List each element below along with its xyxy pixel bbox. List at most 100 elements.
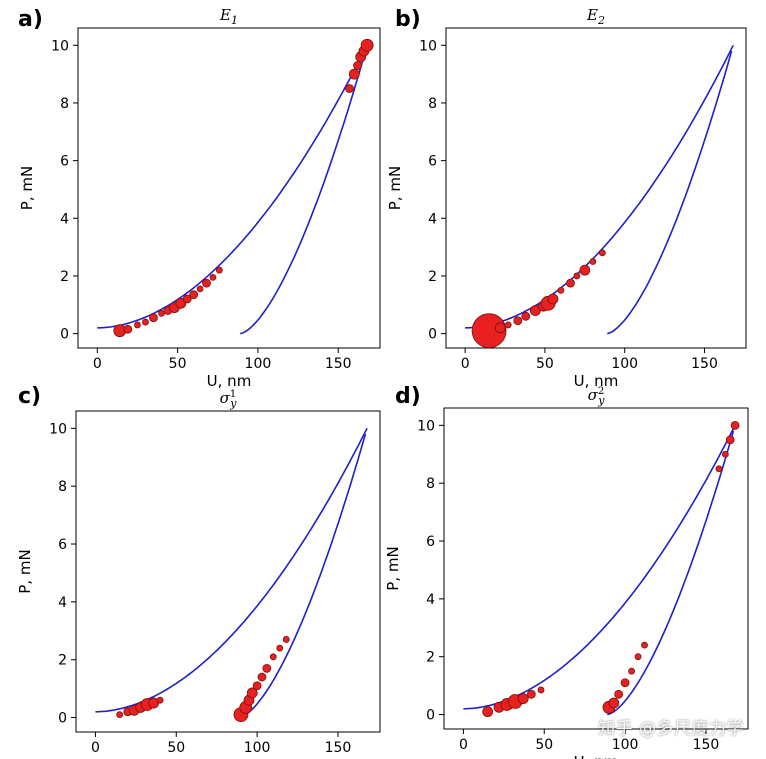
title-symbol: E (219, 6, 231, 24)
y-tick-label: 10 (49, 421, 67, 437)
title-subscript: y (597, 394, 605, 407)
sensitivity-marker (598, 249, 606, 257)
y-tick-label: 0 (426, 708, 435, 724)
title-superscript: 2 (598, 386, 604, 397)
sensitivity-marker (513, 316, 523, 326)
sensitivity-marker (116, 711, 124, 719)
y-tick-label: 8 (60, 96, 69, 112)
sensitivity-marker (715, 465, 723, 473)
x-tick-label: 0 (91, 740, 100, 756)
unloading-curve (240, 50, 367, 335)
y-axis-label: P, mN (386, 166, 404, 210)
plot-frame (75, 410, 381, 733)
sensitivity-marker (494, 322, 506, 334)
sensitivity-marker (620, 678, 630, 688)
panel-b: b) E2 ‾ 0 50 100 150 0 2 4 6 8 10 U, nm P, mN (383, 0, 766, 390)
panel-label: b) (395, 7, 421, 32)
title-symbol: σ (588, 386, 599, 404)
x-tick-label: 100 (612, 737, 639, 753)
title-symbol: E (586, 6, 598, 24)
panel-a: a) E1 ‾ 0 50 100 150 0 2 4 6 8 10 U, nm P, mN (0, 0, 383, 390)
y-tick-label: 4 (58, 595, 67, 611)
y-axis-label: P, mN (384, 546, 402, 590)
chart-d: d)σ2y0501001500246810U, nmP, mN (384, 384, 749, 759)
title-subscript: 1 (231, 14, 238, 27)
sensitivity-marker (537, 686, 545, 694)
sensitivity-marker (360, 38, 374, 52)
sensitivity-marker (608, 697, 620, 709)
sensitivity-marker (547, 293, 559, 305)
panel-d: d)σ2y0501001500246810U, nmP, mN (383, 380, 766, 759)
sensitivity-marker (557, 286, 565, 294)
y-tick-label: 4 (428, 211, 437, 227)
sensitivity-marker (589, 258, 597, 265)
sensitivity-marker (156, 696, 164, 704)
y-tick-label: 6 (428, 154, 437, 170)
sensitivity-marker (276, 644, 284, 652)
sensitivity-marker (517, 693, 529, 705)
y-tick-label: 10 (417, 418, 435, 434)
unloading-curve (607, 430, 735, 716)
panel-label: d) (395, 384, 421, 409)
sensitivity-marker (149, 313, 158, 323)
y-tick-label: 10 (419, 38, 437, 54)
sensitivity-marker (471, 313, 507, 349)
chart-c: c) σ1y 0 50 100 150 0 2 4 6 8 10 U, nm P, mN (16, 384, 381, 759)
y-tick-label: 2 (58, 653, 67, 669)
sensitivity-marker (209, 273, 217, 281)
sensitivity-marker (614, 689, 624, 699)
y-tick-label: 2 (426, 650, 435, 666)
x-tick-label: 100 (244, 740, 271, 756)
sensitivity-marker (504, 321, 512, 329)
x-tick-label: 50 (167, 740, 185, 756)
x-axis-label: U, nm (574, 372, 619, 390)
chart-title: σ1 y (220, 389, 238, 410)
x-tick-label: 150 (325, 356, 352, 372)
sensitivity-marker (282, 636, 290, 643)
sensitivity-marker (725, 435, 735, 445)
sensitivity-marker (579, 264, 591, 276)
loading-curve (463, 425, 736, 710)
x-tick-label: 100 (611, 356, 638, 372)
loading-curve (95, 428, 368, 713)
sensitivity-marker (196, 285, 204, 293)
panel-c: c) σ1y 0 50 100 150 0 2 4 6 8 10 U, nm P, mN (0, 380, 383, 759)
sensitivity-marker (573, 272, 581, 280)
watermark-text: 知乎 @多尺度力学 (598, 719, 744, 739)
sensitivity-marker (257, 672, 267, 682)
plot-frame (443, 407, 749, 730)
unloading-curve (607, 50, 733, 335)
x-tick-label: 50 (169, 356, 187, 372)
unloading-curve (239, 433, 367, 719)
sensitivity-marker (252, 681, 262, 691)
sensitivity-marker (348, 68, 360, 80)
y-tick-label: 4 (60, 211, 69, 227)
x-tick-label: 150 (325, 740, 352, 756)
y-tick-label: 6 (58, 537, 67, 553)
y-tick-label: 2 (428, 269, 437, 285)
y-tick-label: 8 (428, 96, 437, 112)
x-tick-label: 150 (693, 737, 720, 753)
sensitivity-marker (521, 311, 531, 321)
sensitivity-marker (353, 61, 362, 70)
y-tick-label: 8 (58, 479, 67, 495)
y-tick-label: 4 (426, 592, 435, 608)
title-accent: ‾ (588, 0, 596, 14)
sensitivity-marker (634, 653, 642, 661)
x-axis-label: U, nm (206, 756, 251, 759)
plot-frame (445, 27, 747, 349)
sensitivity-marker (158, 310, 165, 317)
y-axis-label: P, mN (18, 166, 36, 210)
loading-curve (97, 44, 368, 329)
y-tick-label: 6 (60, 154, 69, 170)
sensitivity-marker (526, 689, 536, 699)
y-tick-label: 0 (60, 327, 69, 343)
sensitivity-marker (123, 324, 133, 334)
sensitivity-marker (215, 266, 223, 274)
x-tick-label: 50 (535, 737, 553, 753)
panel-label: a) (18, 7, 43, 32)
x-tick-label: 150 (691, 356, 718, 372)
sensitivity-marker (566, 278, 575, 288)
chart-title: E1 (219, 6, 238, 27)
y-axis-label: P, mN (16, 549, 34, 593)
